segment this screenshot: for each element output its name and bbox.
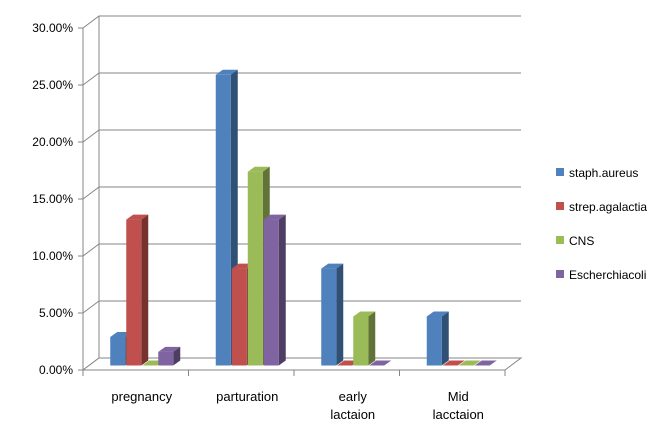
bar-strep-agalactia-3	[442, 360, 465, 366]
y-tick-label: 10.00%	[32, 249, 73, 263]
bar-Escherchiacoli-3	[474, 360, 497, 366]
y-tick-label: 20.00%	[32, 135, 73, 149]
bar-strep-agalactia-0	[126, 214, 149, 366]
y-axis-tick-labels: 0.00% 5.00% 10.00% 15.00% 20.00% 25.00% 30.00%	[32, 21, 73, 377]
gridline	[82, 300, 521, 314]
x-category-label: lactaion	[330, 407, 375, 422]
gridline	[82, 72, 521, 86]
gridline	[82, 15, 521, 29]
gridline	[82, 243, 521, 257]
legend-item-Escherchiacoli: Escherchiacoli	[556, 268, 646, 282]
legend-swatch	[556, 236, 564, 244]
legend-swatch	[556, 270, 564, 278]
x-category-label: lacctaion	[433, 407, 484, 422]
x-axis-category-labels: pregnancy parturation early lactaion Mid lacc…	[111, 389, 484, 422]
legend-label: CNS	[569, 234, 594, 248]
bar-CNS-2	[353, 311, 376, 366]
y-tick-label: 0.00%	[39, 363, 73, 377]
legend-item-CNS: CNS	[556, 234, 594, 248]
bar-Escherchiacoli-0	[158, 346, 181, 366]
bar-Escherchiacoli-1	[263, 214, 286, 366]
bars	[110, 69, 497, 366]
legend-label: Escherchiacoli	[569, 268, 646, 282]
gridline	[82, 129, 521, 143]
legend-swatch	[556, 202, 564, 210]
axes	[78, 16, 523, 376]
x-category-label: Mid	[448, 389, 469, 404]
legend: staph.aureus strep.agalactia CNS Escherchia…	[556, 166, 647, 282]
gridline	[82, 186, 521, 200]
chart-floor	[81, 357, 523, 371]
bar-staph-aureus-3	[426, 311, 449, 366]
legend-item-staph-aureus: staph.aureus	[556, 166, 638, 180]
legend-swatch	[556, 168, 564, 176]
x-category-label: pregnancy	[111, 389, 172, 404]
legend-item-strep-agalactia: strep.agalactia	[556, 200, 647, 214]
y-tick-label: 15.00%	[32, 192, 73, 206]
bar-CNS-3	[458, 360, 481, 366]
x-category-label: parturation	[216, 389, 278, 404]
gridlines	[82, 15, 521, 371]
y-tick-label: 25.00%	[32, 78, 73, 92]
y-tick-label: 5.00%	[39, 306, 73, 320]
legend-label: strep.agalactia	[569, 200, 647, 214]
bar-Escherchiacoli-2	[369, 360, 392, 366]
bar-staph-aureus-2	[321, 263, 344, 366]
x-category-label: early	[339, 389, 368, 404]
legend-label: staph.aureus	[569, 166, 638, 180]
y-tick-label: 30.00%	[32, 21, 73, 35]
